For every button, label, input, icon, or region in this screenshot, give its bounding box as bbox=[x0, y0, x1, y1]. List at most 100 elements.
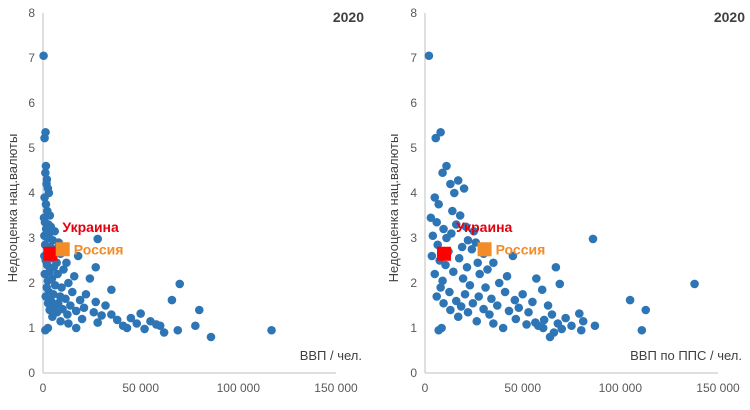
data-point bbox=[463, 235, 473, 245]
data-point bbox=[63, 310, 72, 319]
chart-gdp-per-capita: 0 1 2 3 4 5 6 7 8 0 50 000 100 000 150 000 Недооценка… bbox=[5, 6, 364, 395]
data-point bbox=[79, 303, 89, 313]
data-point bbox=[518, 289, 527, 299]
x-tick-label: 150 000 bbox=[314, 381, 358, 395]
data-point bbox=[68, 287, 77, 297]
data-point bbox=[101, 301, 110, 310]
data-point bbox=[107, 310, 116, 319]
data-point bbox=[57, 283, 66, 292]
data-point bbox=[469, 226, 479, 236]
data-point bbox=[126, 313, 136, 323]
data-point bbox=[514, 303, 524, 313]
data-point bbox=[578, 316, 588, 326]
data-point bbox=[194, 305, 204, 315]
data-point bbox=[91, 297, 101, 307]
data-point bbox=[508, 251, 518, 261]
data-point bbox=[510, 295, 520, 305]
x-axis-title: ВВП по ППС / чел. bbox=[630, 348, 742, 363]
data-point bbox=[85, 274, 95, 283]
data-point bbox=[430, 269, 440, 279]
y-tick-label: 6 bbox=[410, 96, 417, 110]
data-point bbox=[489, 319, 498, 328]
data-point bbox=[481, 283, 490, 292]
y-tick-label: 4 bbox=[28, 186, 35, 200]
data-point bbox=[504, 306, 514, 316]
data-point bbox=[532, 274, 541, 283]
data-point bbox=[450, 188, 459, 198]
y-tick-label: 1 bbox=[28, 321, 35, 335]
y-tick-label: 2 bbox=[410, 276, 417, 290]
data-point bbox=[475, 269, 484, 279]
x-tick-label: 0 bbox=[422, 381, 429, 395]
data-point bbox=[424, 51, 434, 61]
year-label: 2020 bbox=[714, 9, 745, 25]
y-tick-label: 0 bbox=[28, 366, 35, 380]
data-point bbox=[511, 314, 521, 324]
data-point bbox=[467, 244, 477, 254]
data-point bbox=[175, 279, 185, 289]
data-point bbox=[432, 217, 442, 227]
data-point bbox=[454, 253, 464, 263]
data-point bbox=[641, 305, 651, 315]
data-point bbox=[62, 258, 71, 268]
data-point bbox=[557, 324, 567, 334]
data-point bbox=[436, 283, 445, 292]
data-point bbox=[191, 321, 200, 331]
data-point bbox=[122, 323, 132, 333]
x-tick-label: 100 000 bbox=[217, 381, 261, 395]
data-point bbox=[458, 274, 468, 283]
data-point bbox=[438, 168, 447, 178]
highlight-marker bbox=[43, 246, 58, 261]
x-tick-label: 150 000 bbox=[696, 381, 740, 395]
y-tick-label: 2 bbox=[28, 276, 35, 290]
data-point bbox=[107, 285, 116, 295]
data-point bbox=[442, 233, 451, 243]
data-point bbox=[539, 315, 549, 325]
y-tick-label: 5 bbox=[28, 141, 35, 155]
chart-gdp-ppp-per-capita: 0 1 2 3 4 5 6 7 8 0 50 000 100 000 150 000 Недооценка… bbox=[386, 6, 745, 395]
data-point bbox=[434, 325, 443, 335]
data-point bbox=[43, 276, 53, 286]
data-point bbox=[487, 294, 496, 304]
x-tick-label: 50 000 bbox=[504, 381, 541, 395]
y-tick-label: 3 bbox=[410, 231, 417, 245]
data-point bbox=[502, 271, 512, 281]
y-axis-title: Недооценка нац.валюты bbox=[5, 134, 20, 283]
data-point bbox=[71, 323, 81, 333]
data-point bbox=[136, 309, 145, 318]
y-axis-title: Недооценка нац.валюты bbox=[386, 134, 401, 283]
data-point bbox=[66, 301, 75, 310]
data-point bbox=[494, 278, 504, 288]
data-point bbox=[576, 325, 586, 335]
x-tick-label: 0 bbox=[40, 381, 47, 395]
data-point bbox=[690, 279, 699, 289]
data-point bbox=[465, 280, 475, 290]
data-point bbox=[456, 302, 466, 311]
data-point bbox=[112, 315, 122, 325]
y-tick-label: 7 bbox=[28, 51, 35, 65]
data-point bbox=[555, 279, 565, 289]
data-point bbox=[460, 289, 470, 299]
data-point bbox=[77, 314, 87, 324]
data-point bbox=[40, 193, 49, 202]
y-tick-label: 5 bbox=[410, 141, 417, 155]
data-point bbox=[492, 301, 502, 310]
data-point bbox=[445, 287, 454, 297]
data-point bbox=[428, 231, 438, 241]
data-point bbox=[528, 297, 537, 307]
highlight-label: Россия bbox=[74, 241, 124, 257]
data-point bbox=[64, 319, 73, 328]
x-tick-label: 50 000 bbox=[122, 381, 159, 395]
data-point bbox=[468, 298, 478, 308]
data-point bbox=[551, 262, 561, 272]
data-point bbox=[140, 324, 149, 334]
data-point bbox=[439, 298, 448, 308]
data-point bbox=[457, 242, 467, 252]
data-point bbox=[40, 133, 49, 143]
y-tick-label: 7 bbox=[410, 51, 417, 65]
data-point bbox=[173, 325, 183, 335]
highlight-label: Россия bbox=[496, 241, 546, 257]
data-point bbox=[500, 287, 510, 297]
data-point bbox=[64, 278, 73, 288]
